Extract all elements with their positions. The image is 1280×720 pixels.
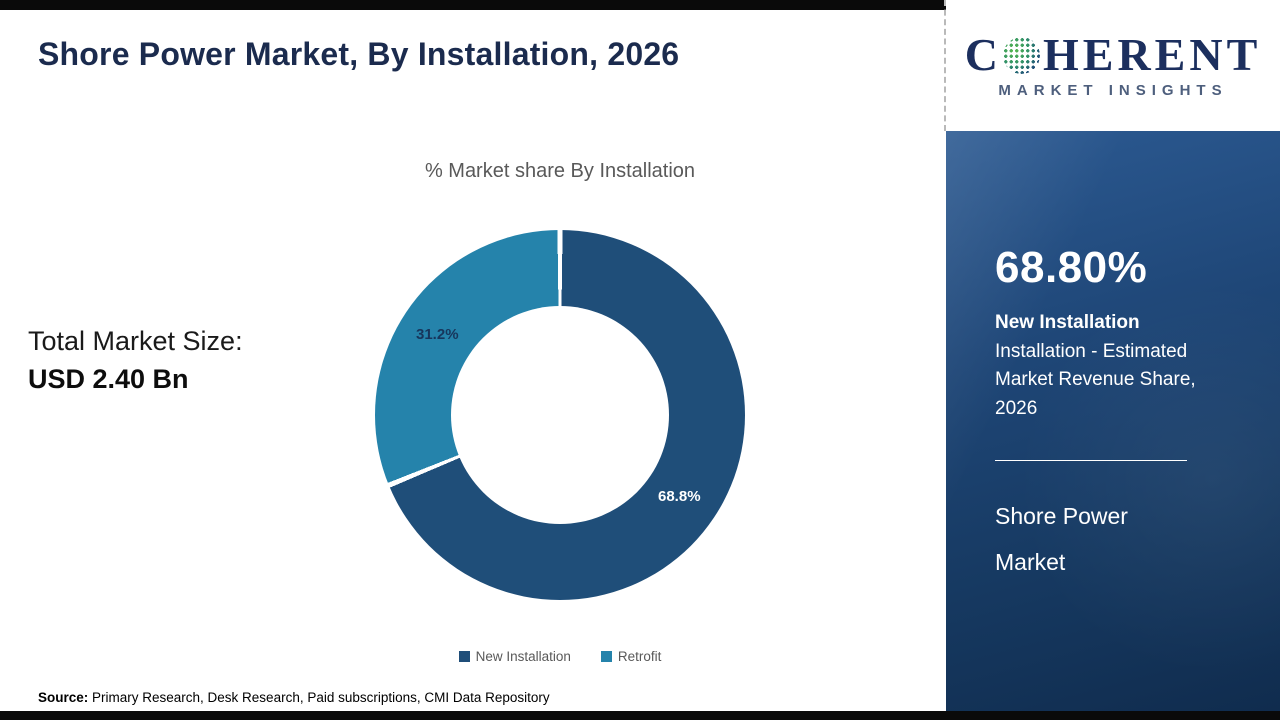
chart-subtitle: % Market share By Installation xyxy=(424,160,696,182)
legend-item-new-installation: New Installation xyxy=(458,649,571,664)
market-name-line1: Shore Power xyxy=(995,503,1128,530)
logo-letters-rest: HERENT xyxy=(1042,29,1262,80)
logo-letter-c: C xyxy=(964,29,1002,80)
slice-label-retrofit: 31.2% xyxy=(416,326,459,343)
market-name: Shore Power Market xyxy=(995,493,1240,585)
sidebar-divider-line xyxy=(995,460,1187,462)
top-frame-bar xyxy=(0,0,948,10)
chart-legend: New Installation Retrofit xyxy=(355,649,765,664)
legend-swatch-retrofit xyxy=(600,651,612,662)
legend-label-new-installation: New Installation xyxy=(475,649,571,664)
slice-label-new-installation: 68.8% xyxy=(658,488,701,505)
source-note: Source: Primary Research, Desk Research,… xyxy=(38,690,550,705)
sidebar-content: 68.80% New Installation Installation - E… xyxy=(946,131,1280,585)
market-name-line2: Market xyxy=(995,549,1066,576)
total-market-size-value: USD 2.40 Bn xyxy=(28,364,189,394)
highlight-description: Installation - Estimated Market Revenue … xyxy=(995,340,1196,420)
total-market-size-label: Total Market Size: xyxy=(28,326,243,356)
bottom-frame-bar xyxy=(0,711,1280,720)
source-label: Source: xyxy=(38,690,89,705)
highlight-segment: New Installation xyxy=(995,312,1140,333)
dotted-globe-icon xyxy=(1002,36,1040,74)
logo-tagline: MARKET INSIGHTS xyxy=(998,82,1228,99)
logo-wordmark: C HERENT xyxy=(965,32,1262,78)
highlight-value: 68.80% xyxy=(995,243,1148,292)
logo-dashed-divider xyxy=(944,0,946,131)
legend-swatch-new-installation xyxy=(458,651,470,662)
legend-item-retrofit: Retrofit xyxy=(600,649,662,664)
page-title: Shore Power Market, By Installation, 202… xyxy=(38,36,680,72)
source-text: Primary Research, Desk Research, Paid su… xyxy=(88,690,550,705)
legend-label-retrofit: Retrofit xyxy=(617,649,662,664)
donut-hole xyxy=(451,306,669,524)
donut-chart: 68.8% 31.2% xyxy=(375,230,745,600)
highlight-sidebar: 68.80% New Installation Installation - E… xyxy=(946,131,1280,711)
company-logo: C HERENT MARKET INSIGHTS xyxy=(946,0,1280,131)
